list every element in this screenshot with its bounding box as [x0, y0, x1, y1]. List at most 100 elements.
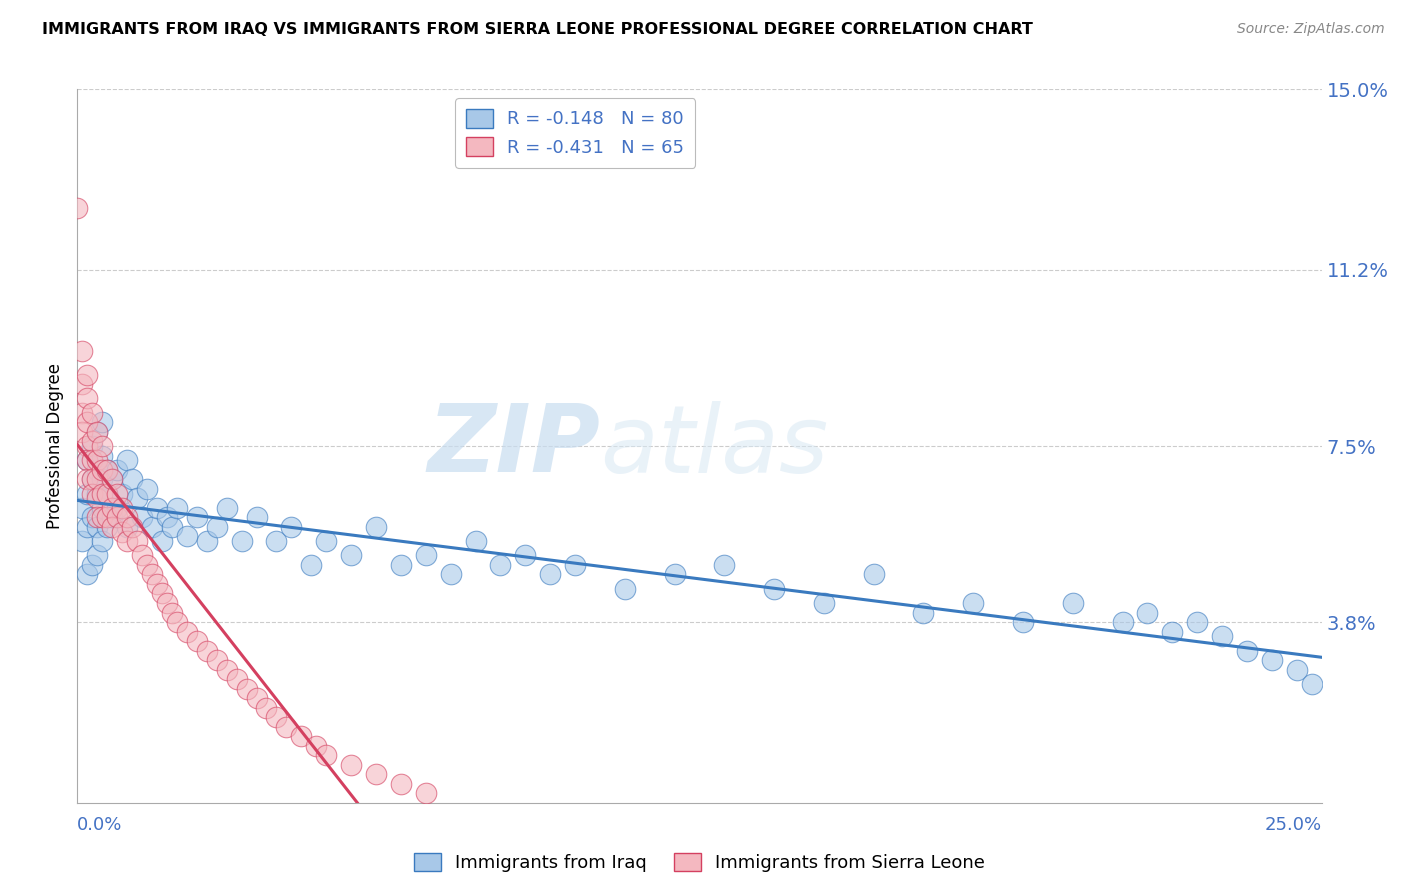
- Point: [176, 529, 198, 543]
- Point: [105, 486, 128, 500]
- Point: [86, 491, 108, 506]
- Point: [91, 449, 114, 463]
- Point: [962, 596, 984, 610]
- Point: [76, 415, 98, 429]
- Point: [101, 500, 124, 515]
- Point: [389, 777, 412, 791]
- Text: atlas: atlas: [600, 401, 828, 491]
- Point: [86, 463, 108, 477]
- Point: [664, 567, 686, 582]
- Point: [86, 425, 108, 439]
- Point: [245, 691, 267, 706]
- Point: [105, 510, 128, 524]
- Point: [464, 534, 486, 549]
- Point: [86, 453, 108, 467]
- Point: [1187, 615, 1209, 629]
- Point: [215, 663, 238, 677]
- Text: 25.0%: 25.0%: [1264, 816, 1322, 834]
- Point: [96, 520, 118, 534]
- Point: [1285, 663, 1308, 677]
- Point: [515, 549, 537, 563]
- Point: [1062, 596, 1084, 610]
- Point: [86, 472, 108, 486]
- Point: [713, 558, 735, 572]
- Point: [235, 681, 257, 696]
- Point: [315, 534, 337, 549]
- Point: [290, 729, 312, 743]
- Point: [101, 472, 124, 486]
- Point: [101, 520, 124, 534]
- Point: [91, 472, 114, 486]
- Point: [91, 486, 114, 500]
- Point: [115, 534, 138, 549]
- Point: [72, 377, 94, 392]
- Point: [82, 486, 104, 500]
- Point: [364, 520, 387, 534]
- Point: [82, 439, 104, 453]
- Point: [266, 710, 288, 724]
- Point: [299, 558, 322, 572]
- Point: [72, 343, 94, 358]
- Text: ZIP: ZIP: [427, 400, 600, 492]
- Point: [82, 510, 104, 524]
- Point: [489, 558, 512, 572]
- Point: [91, 500, 114, 515]
- Point: [538, 567, 561, 582]
- Point: [813, 596, 835, 610]
- Point: [186, 510, 208, 524]
- Point: [96, 486, 118, 500]
- Point: [415, 786, 437, 800]
- Point: [564, 558, 586, 572]
- Point: [131, 549, 153, 563]
- Point: [76, 392, 98, 406]
- Point: [389, 558, 412, 572]
- Point: [86, 549, 108, 563]
- Point: [82, 453, 104, 467]
- Point: [96, 486, 118, 500]
- Point: [96, 463, 118, 477]
- Point: [364, 767, 387, 781]
- Point: [146, 577, 169, 591]
- Point: [763, 582, 786, 596]
- Point: [1236, 643, 1258, 657]
- Point: [91, 463, 114, 477]
- Point: [195, 534, 218, 549]
- Point: [166, 615, 188, 629]
- Point: [131, 510, 153, 524]
- Point: [912, 606, 935, 620]
- Point: [121, 520, 143, 534]
- Point: [115, 520, 138, 534]
- Point: [111, 500, 134, 515]
- Point: [105, 500, 128, 515]
- Text: 0.0%: 0.0%: [77, 816, 122, 834]
- Point: [141, 520, 163, 534]
- Point: [76, 368, 98, 382]
- Point: [305, 739, 328, 753]
- Point: [1261, 653, 1284, 667]
- Point: [72, 406, 94, 420]
- Point: [1161, 624, 1184, 639]
- Point: [96, 510, 118, 524]
- Y-axis label: Professional Degree: Professional Degree: [46, 363, 65, 529]
- Point: [150, 586, 173, 600]
- Point: [82, 472, 104, 486]
- Point: [91, 534, 114, 549]
- Point: [440, 567, 463, 582]
- Point: [101, 510, 124, 524]
- Point: [415, 549, 437, 563]
- Point: [315, 748, 337, 763]
- Point: [101, 472, 124, 486]
- Point: [160, 606, 183, 620]
- Point: [160, 520, 183, 534]
- Point: [76, 453, 98, 467]
- Point: [105, 463, 128, 477]
- Point: [156, 596, 179, 610]
- Point: [1301, 677, 1323, 691]
- Point: [72, 534, 94, 549]
- Point: [613, 582, 636, 596]
- Point: [76, 439, 98, 453]
- Point: [82, 406, 104, 420]
- Point: [186, 634, 208, 648]
- Point: [72, 425, 94, 439]
- Point: [205, 520, 228, 534]
